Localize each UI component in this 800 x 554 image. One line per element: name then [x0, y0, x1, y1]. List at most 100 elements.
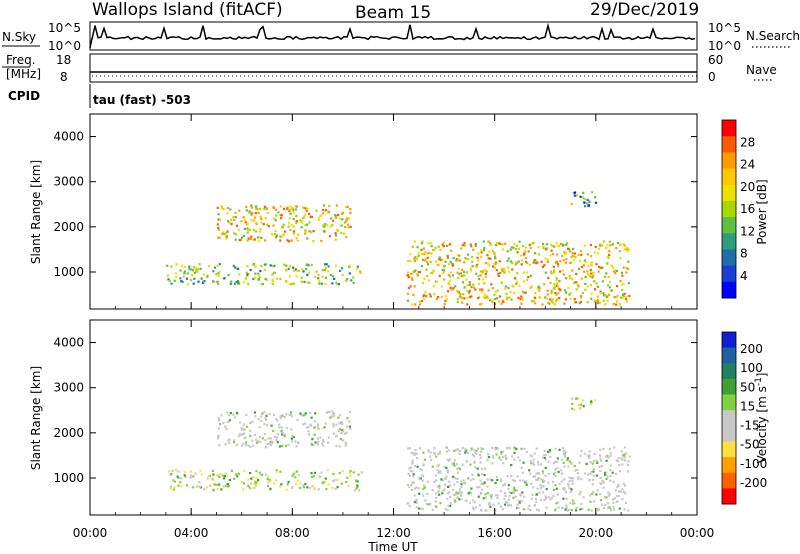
range-cell — [286, 483, 289, 486]
range-cell — [345, 217, 348, 220]
range-cell — [460, 498, 463, 501]
range-cell — [513, 243, 516, 246]
range-cell — [589, 461, 592, 464]
range-cell — [419, 447, 422, 450]
range-cell — [608, 240, 611, 243]
range-cell — [246, 230, 249, 233]
range-cell — [410, 488, 414, 491]
range-cell — [460, 480, 463, 483]
range-cell — [252, 228, 255, 231]
range-cell — [500, 451, 503, 454]
range-cell — [436, 465, 439, 468]
range-cell — [596, 299, 599, 302]
range-cell — [323, 230, 326, 233]
range-cell — [229, 412, 232, 415]
range-cell — [480, 251, 483, 254]
range-cell — [608, 286, 611, 289]
range-cell — [553, 303, 556, 306]
range-cell — [549, 298, 552, 301]
range-cell — [435, 496, 438, 499]
range-cell — [482, 240, 485, 243]
range-cell — [538, 491, 541, 494]
range-cell — [564, 491, 567, 494]
range-cell — [579, 195, 582, 198]
range-cell — [534, 296, 537, 299]
range-cell — [240, 236, 243, 239]
range-cell — [257, 278, 260, 281]
range-cell — [413, 465, 417, 468]
range-cell — [556, 253, 559, 256]
range-cell — [495, 475, 498, 478]
range-cell — [336, 486, 339, 489]
range-cell — [609, 454, 612, 457]
range-cell — [463, 242, 466, 245]
range-cell — [228, 419, 231, 422]
range-cell — [576, 283, 579, 286]
range-cell — [625, 298, 628, 301]
colorbar-frame — [721, 331, 737, 505]
range-cell — [213, 266, 217, 269]
range-cell — [177, 484, 180, 487]
range-cell — [283, 435, 286, 438]
range-cell — [410, 272, 413, 275]
range-cell — [468, 501, 472, 505]
range-cell — [542, 246, 545, 249]
range-cell — [185, 277, 188, 280]
range-cell — [192, 475, 195, 478]
range-cell — [249, 268, 252, 272]
range-cell — [532, 475, 535, 478]
range-cell — [533, 475, 537, 478]
range-cell — [536, 287, 539, 290]
range-cell — [310, 442, 313, 445]
range-cell — [495, 269, 498, 272]
range-cell — [603, 496, 606, 499]
range-cell — [329, 273, 332, 277]
range-cell — [496, 289, 499, 292]
range-cell — [193, 271, 196, 274]
range-cell — [517, 296, 520, 300]
range-cell — [327, 270, 330, 273]
range-cell — [579, 407, 582, 410]
range-cell — [596, 302, 600, 305]
range-cell — [543, 480, 546, 483]
range-cell — [308, 271, 311, 274]
range-cell — [489, 244, 492, 247]
range-cell — [413, 257, 416, 260]
range-cell — [537, 463, 540, 466]
range-cell — [250, 212, 253, 215]
range-cell — [615, 269, 618, 272]
range-cell — [257, 272, 260, 275]
range-cell — [330, 217, 333, 220]
range-cell — [300, 276, 303, 279]
range-cell — [535, 447, 538, 450]
range-cell — [246, 265, 249, 268]
range-cell — [217, 437, 220, 440]
range-cell — [276, 419, 279, 422]
range-cell — [488, 502, 491, 505]
nave-label: Nave — [746, 63, 777, 77]
range-cell — [356, 265, 359, 268]
range-cell — [494, 263, 497, 266]
velocity-colorbar-label: Velocity [m s-1] — [754, 373, 769, 464]
range-cell — [431, 465, 434, 468]
range-cell — [494, 257, 497, 260]
range-cell — [480, 249, 483, 252]
range-cell — [506, 501, 509, 504]
range-cell — [253, 486, 256, 489]
range-cell — [350, 279, 353, 282]
freq-strip: Freq. [MHz] 18 8 60 0 Nave — [2, 53, 777, 84]
range-cell — [588, 479, 591, 482]
range-cell — [554, 447, 557, 450]
range-cell — [581, 291, 584, 295]
range-cell — [216, 206, 219, 209]
range-cell — [529, 286, 532, 290]
range-cell — [552, 253, 555, 256]
range-cell — [199, 486, 202, 489]
range-cell — [312, 240, 315, 243]
range-cell — [558, 448, 561, 451]
range-cell — [340, 224, 343, 227]
power-colorbar-label: Power [dB] — [755, 179, 769, 244]
range-cell — [580, 403, 583, 406]
range-cell — [322, 208, 325, 212]
